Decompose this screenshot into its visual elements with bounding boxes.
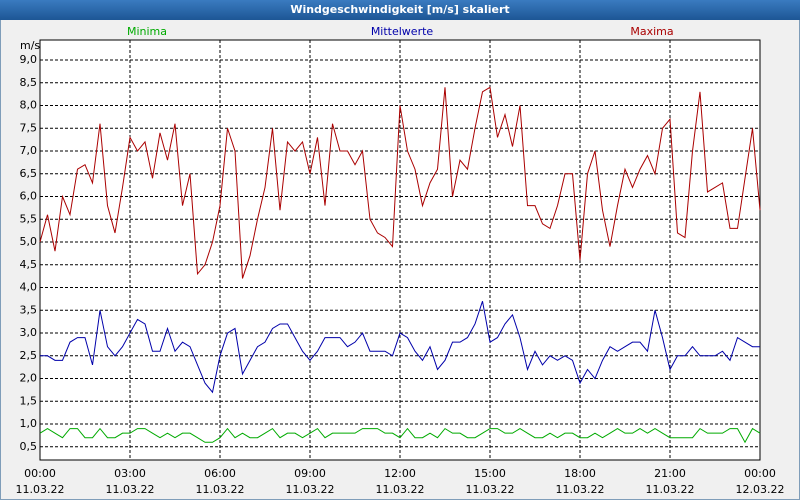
x-tick-label: 00:00 bbox=[744, 467, 776, 480]
y-tick-label: 7,5 bbox=[20, 121, 38, 134]
x-tick-date: 11.03.22 bbox=[286, 483, 335, 496]
x-tick-date: 11.03.22 bbox=[556, 483, 605, 496]
y-tick-label: 0,5 bbox=[20, 440, 38, 453]
title-bar bbox=[0, 0, 800, 20]
y-tick-label: 8,5 bbox=[20, 76, 38, 89]
y-tick-label: 5,5 bbox=[20, 212, 38, 225]
y-tick-label: 2,5 bbox=[20, 349, 38, 362]
x-tick-date: 11.03.22 bbox=[106, 483, 155, 496]
legend-label: Maxima bbox=[630, 25, 673, 38]
x-tick-date: 11.03.22 bbox=[466, 483, 515, 496]
y-tick-label: 4,0 bbox=[20, 281, 38, 294]
series-line bbox=[39, 86, 761, 279]
x-tick-date: 11.03.22 bbox=[376, 483, 425, 496]
y-tick-label: 7,0 bbox=[20, 144, 38, 157]
chart-title: Windgeschwindigkeit [m/s] skaliert bbox=[290, 3, 509, 16]
y-tick-label: 6,5 bbox=[20, 167, 38, 180]
x-tick-label: 18:00 bbox=[564, 467, 596, 480]
y-tick-label: 3,0 bbox=[20, 326, 38, 339]
y-tick-label: 3,5 bbox=[20, 303, 38, 316]
x-tick-label: 06:00 bbox=[204, 467, 236, 480]
x-tick-label: 12:00 bbox=[384, 467, 416, 480]
legend-label: Minima bbox=[127, 25, 167, 38]
y-tick-label: 2,0 bbox=[20, 372, 38, 385]
x-tick-label: 03:00 bbox=[114, 467, 146, 480]
x-tick-date: 11.03.22 bbox=[16, 483, 65, 496]
y-axis-label: m/s bbox=[20, 39, 40, 52]
y-tick-label: 1,5 bbox=[20, 394, 38, 407]
legend-label: Mittelwerte bbox=[371, 25, 434, 38]
x-tick-label: 00:00 bbox=[24, 467, 56, 480]
y-tick-label: 9,0 bbox=[20, 53, 38, 66]
series-line bbox=[40, 301, 760, 394]
y-tick-label: 1,0 bbox=[20, 417, 38, 430]
y-tick-label: 4,5 bbox=[20, 258, 38, 271]
x-tick-label: 21:00 bbox=[654, 467, 686, 480]
x-tick-date: 12.03.22 bbox=[736, 483, 785, 496]
x-tick-date: 11.03.22 bbox=[646, 483, 695, 496]
x-tick-label: 09:00 bbox=[294, 467, 326, 480]
y-tick-label: 5,0 bbox=[20, 235, 38, 248]
y-tick-label: 8,0 bbox=[20, 99, 38, 112]
x-tick-label: 15:00 bbox=[474, 467, 506, 480]
x-tick-date: 11.03.22 bbox=[196, 483, 245, 496]
series-line bbox=[39, 427, 761, 444]
y-tick-label: 6,0 bbox=[20, 190, 38, 203]
